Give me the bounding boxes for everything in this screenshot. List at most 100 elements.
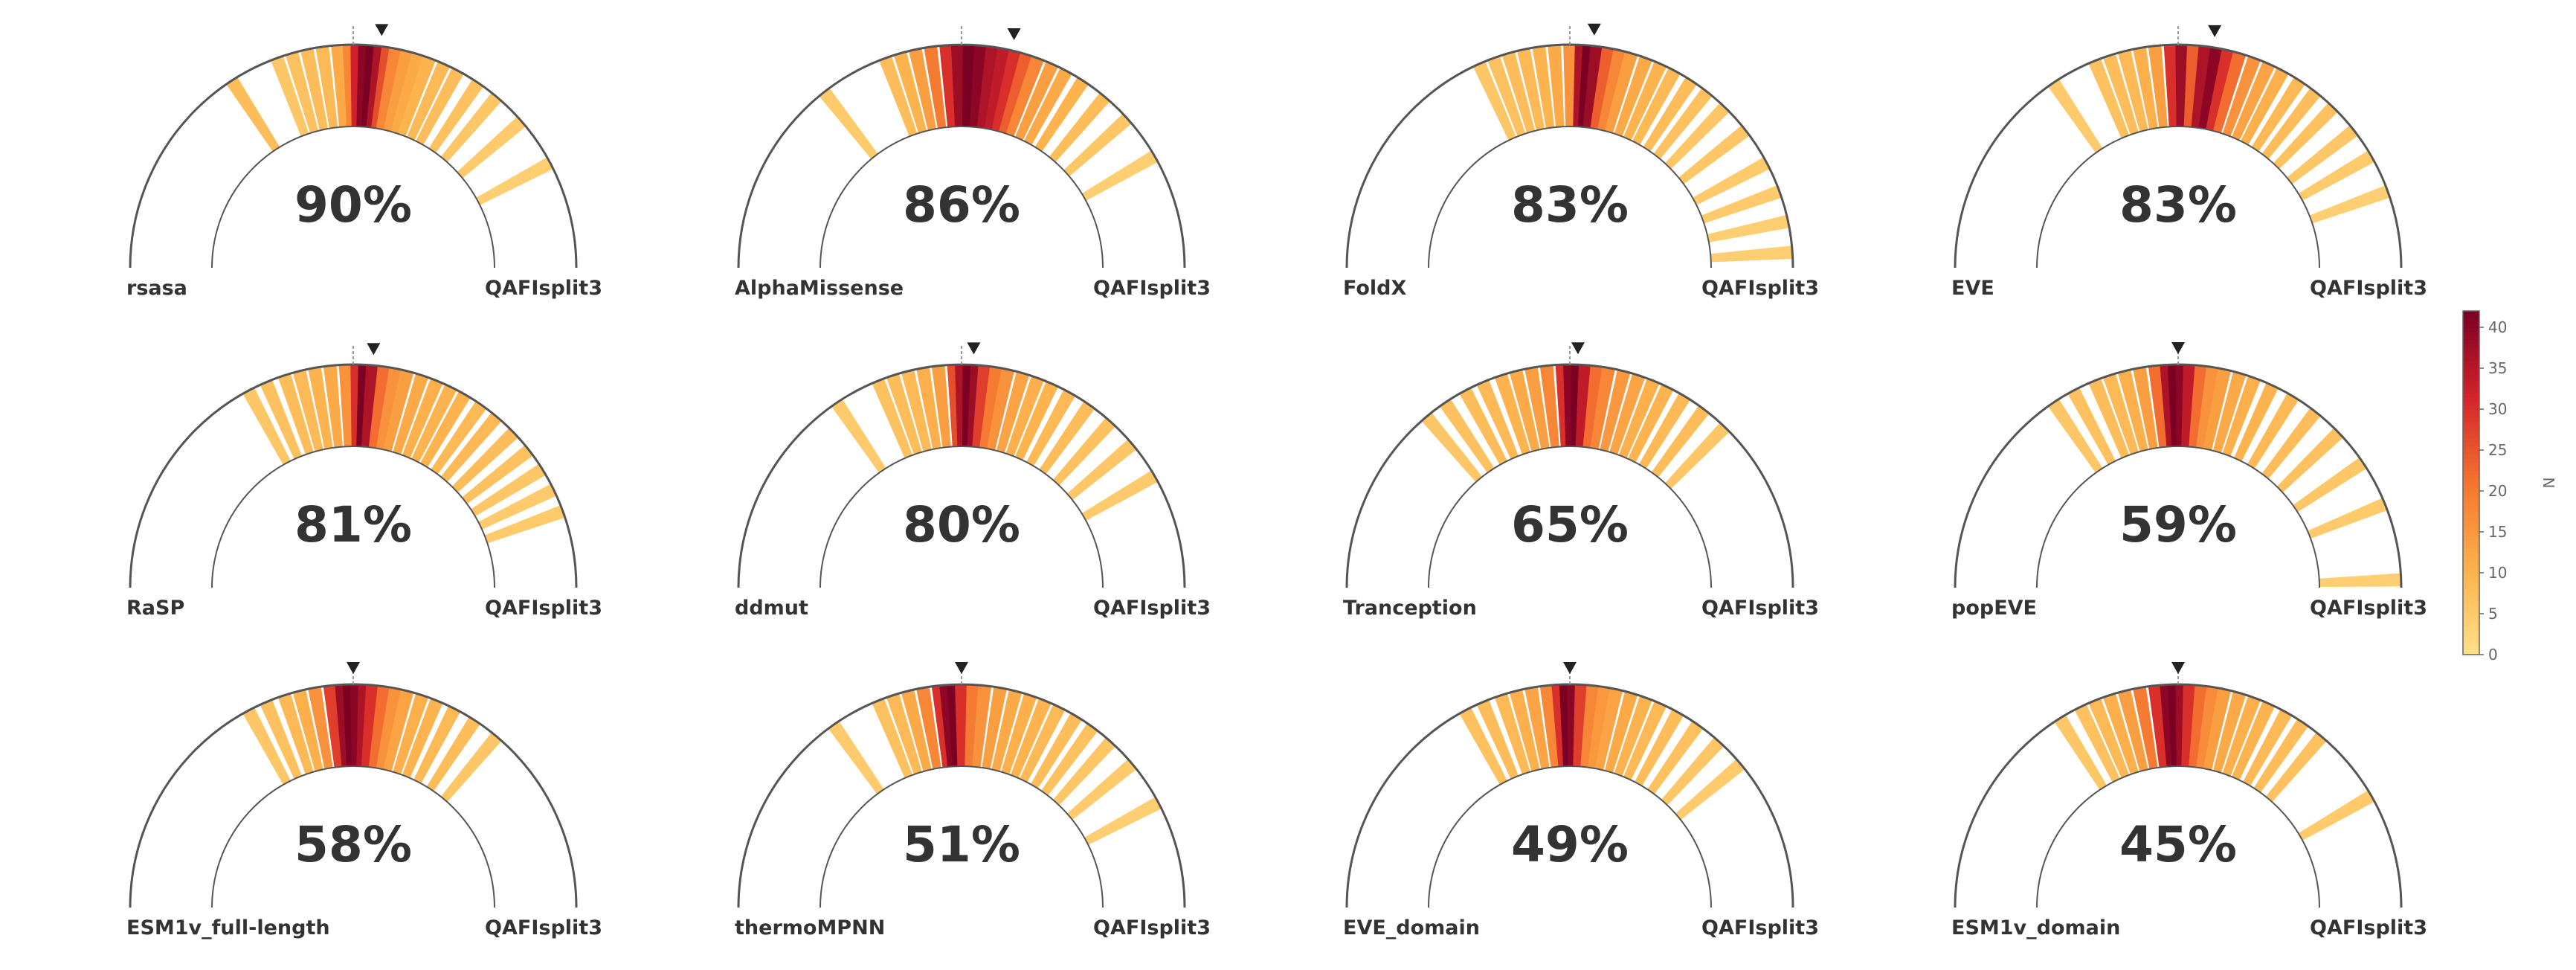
wedge: [1590, 47, 1615, 129]
colorbar-step: [2463, 311, 2479, 316]
colorbar-step: [2463, 396, 2479, 402]
right-label: QAFIsplit3: [485, 277, 602, 300]
colorbar-label: N: [2540, 478, 2557, 489]
right-label: QAFIsplit3: [2310, 277, 2427, 300]
wedge: [1539, 364, 1559, 448]
wedge: [292, 369, 323, 452]
wedge: [2088, 378, 2130, 459]
colorbar-step: [2463, 405, 2479, 410]
wedge: [2102, 373, 2139, 455]
colorbar-step: [2463, 458, 2479, 463]
colorbar-step: [2463, 450, 2479, 455]
colorbar-step: [2463, 581, 2479, 586]
wedge: [950, 44, 965, 127]
gauge-panel: 86% AlphaMissense QAFIsplit3: [735, 25, 1211, 300]
colorbar-tick-label: 40: [2488, 318, 2507, 336]
colorbar-tick-label: 5: [2488, 605, 2498, 623]
wedge: [368, 365, 391, 449]
wedge: [2212, 51, 2247, 133]
wedge: [962, 45, 976, 127]
wedge: [828, 721, 884, 794]
wedge: [1081, 150, 1159, 201]
wedge: [1066, 439, 1137, 501]
wedge: [308, 367, 333, 449]
wedge: [1707, 214, 1790, 243]
colorbar-tick-label: 35: [2488, 359, 2507, 377]
colorbar-step: [2463, 417, 2479, 423]
wedge: [402, 698, 443, 779]
left-label: EVE_domain: [1343, 916, 1480, 940]
inner-arc: [211, 126, 495, 269]
gauge-panel: 81% RaSP QAFIsplit3: [126, 343, 602, 620]
wedge: [383, 49, 414, 132]
colorbar-step: [2463, 614, 2479, 619]
wedge: [361, 684, 380, 768]
wedge: [476, 157, 553, 205]
value-label: 65%: [1511, 496, 1629, 553]
wedge: [1020, 704, 1066, 783]
wedge: [2206, 48, 2235, 132]
wedge: [979, 366, 1003, 449]
wedge: [2287, 125, 2358, 184]
wedge: [1664, 423, 1730, 489]
colorbar-step: [2463, 446, 2479, 451]
wedge: [2191, 45, 2212, 129]
wedge: [390, 52, 425, 135]
colorbar-tick-label: 15: [2488, 523, 2507, 541]
wedge: [1494, 373, 1530, 455]
wedge: [1516, 48, 1545, 131]
wedge: [2117, 369, 2148, 452]
value-label: 83%: [2119, 176, 2237, 234]
colorbar-tick-label: 10: [2488, 564, 2507, 582]
wedge: [462, 445, 533, 504]
gauge-panel: 49% EVE_domain QAFIsplit3: [1343, 662, 1819, 940]
wedge: [2102, 693, 2139, 775]
wedge: [1580, 684, 1600, 768]
wedge: [361, 364, 380, 448]
wedge: [1476, 699, 1519, 780]
colorbar-step: [2463, 393, 2479, 398]
wedge: [1678, 125, 1750, 184]
wedge: [2198, 47, 2224, 129]
wedge: [1034, 77, 1089, 152]
colorbar-step: [2463, 401, 2479, 406]
wedge: [931, 364, 951, 448]
right-label: QAFIsplit3: [485, 916, 602, 940]
wedge: [924, 45, 947, 129]
wedge: [242, 707, 291, 785]
left-label: ddmut: [735, 597, 808, 620]
wedge: [2203, 687, 2232, 771]
wedge: [2247, 393, 2299, 469]
inner-arc: [211, 446, 495, 588]
wedge: [2309, 185, 2390, 224]
colorbar-step: [2463, 413, 2479, 418]
wedge: [2276, 428, 2343, 493]
wedge: [413, 705, 461, 784]
wedge: [315, 45, 338, 129]
colorbar-step: [2463, 606, 2479, 611]
wedge: [1010, 698, 1052, 779]
value-label: 86%: [903, 176, 1020, 234]
wedge: [1063, 113, 1132, 177]
wedge: [426, 716, 480, 791]
wedge: [428, 79, 484, 153]
colorbar-step: [2463, 560, 2479, 565]
wedge: [1600, 369, 1631, 452]
wedge: [1582, 45, 1604, 129]
wedge: [1421, 412, 1483, 483]
colorbar-step: [2463, 511, 2479, 516]
wedge: [2298, 790, 2375, 841]
wedge: [260, 379, 302, 460]
colorbar-step: [2463, 503, 2479, 508]
wedge: [402, 378, 443, 459]
wedge: [292, 689, 323, 772]
wedge: [2196, 366, 2220, 449]
colorbar-step: [2463, 478, 2479, 484]
colorbar-step: [2463, 475, 2479, 480]
value-label: 58%: [294, 816, 412, 873]
wedge: [2189, 684, 2209, 768]
colorbar-step: [2463, 454, 2479, 459]
inner-arc: [2036, 765, 2320, 908]
wedge: [1459, 388, 1507, 465]
